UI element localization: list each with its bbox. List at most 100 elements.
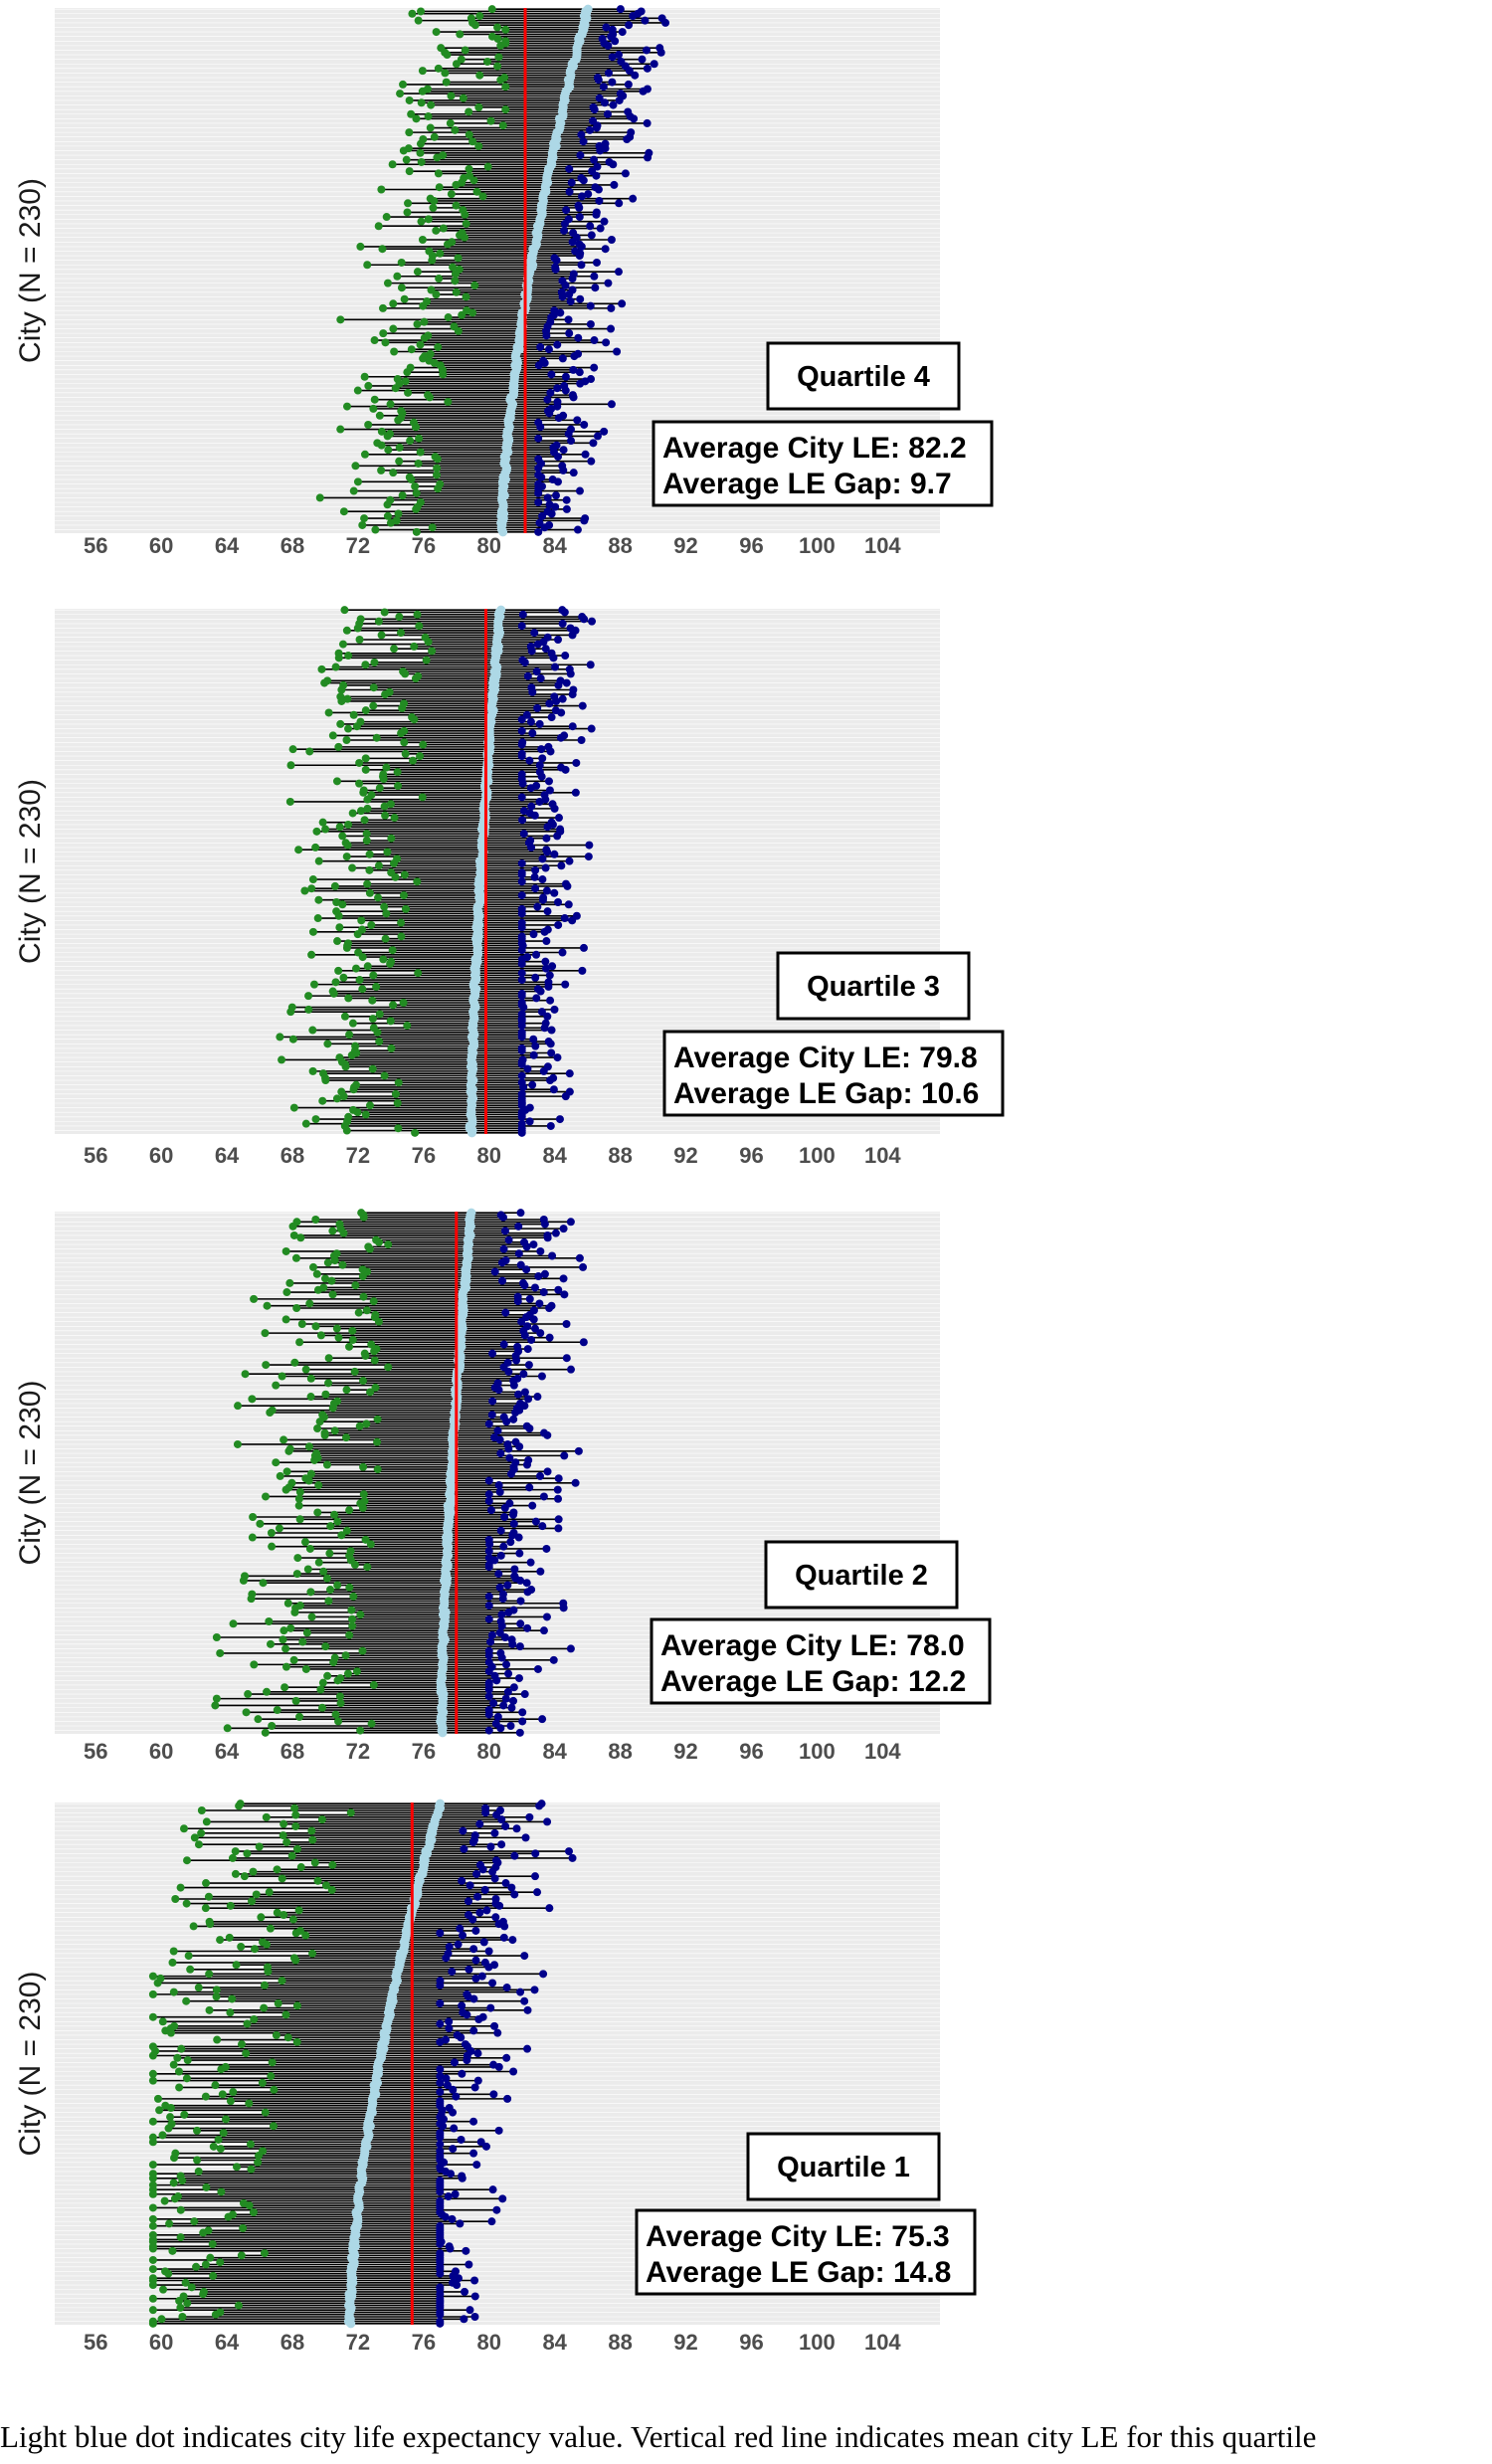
low-le-dot	[379, 303, 388, 312]
high-le-dot	[543, 395, 552, 404]
low-le-dot	[317, 1815, 326, 1824]
high-le-dot	[529, 1240, 538, 1249]
high-le-dot	[574, 333, 583, 342]
x-tick-label: 104	[864, 1739, 901, 1764]
high-le-dot	[565, 1069, 574, 1078]
low-le-dot	[250, 1660, 259, 1669]
low-le-dot	[249, 2208, 258, 2217]
high-le-dot	[618, 28, 627, 37]
low-le-dot	[422, 656, 431, 664]
low-le-dot	[176, 1883, 185, 1892]
high-le-dot	[445, 2104, 454, 2113]
low-le-dot	[241, 1370, 250, 1379]
high-le-dot	[643, 85, 652, 94]
high-le-dot	[503, 1687, 512, 1696]
high-le-dot	[577, 261, 586, 270]
low-le-dot	[189, 1922, 198, 1931]
high-le-dot	[525, 1483, 534, 1492]
low-le-dot	[369, 1297, 378, 1306]
low-le-dot	[311, 1322, 320, 1331]
high-le-dot	[539, 1215, 548, 1224]
high-le-dot	[509, 1696, 518, 1705]
low-le-dot	[228, 2210, 237, 2219]
high-le-dot	[496, 1551, 505, 1560]
high-le-dot	[519, 830, 528, 839]
high-le-dot	[458, 2069, 466, 2078]
high-le-dot	[496, 1449, 505, 1458]
low-le-dot	[400, 870, 409, 879]
stats-box	[650, 1617, 992, 1705]
high-le-dot	[470, 2313, 479, 2322]
high-le-dot	[484, 1554, 493, 1563]
low-le-dot	[397, 407, 406, 416]
high-le-dot	[525, 1117, 534, 1126]
low-le-dot	[428, 647, 437, 656]
low-le-dot	[291, 1821, 300, 1830]
low-le-dot	[401, 904, 410, 913]
high-le-dot	[484, 1947, 493, 1956]
high-le-dot	[539, 1970, 548, 1979]
low-le-dot	[342, 402, 351, 411]
low-le-dot	[369, 404, 378, 413]
low-le-dot	[279, 1831, 287, 1840]
high-le-dot	[495, 1628, 504, 1637]
high-le-dot	[436, 2249, 445, 2258]
low-le-dot	[294, 846, 303, 854]
high-le-dot	[566, 1218, 575, 1227]
high-le-dot	[566, 624, 575, 633]
high-le-dot	[527, 683, 536, 692]
low-le-dot	[301, 1664, 310, 1673]
low-le-dot	[268, 1722, 277, 1731]
high-le-dot	[513, 1374, 522, 1383]
low-le-dot	[173, 2192, 182, 2201]
low-le-dot	[155, 2106, 164, 2115]
low-le-dot	[285, 1444, 294, 1453]
high-le-dot	[554, 1515, 563, 1524]
low-le-dot	[250, 2014, 259, 2023]
low-le-dot	[413, 610, 422, 619]
high-le-dot	[542, 1544, 551, 1553]
high-le-dot	[436, 2177, 445, 2185]
x-tick-label: 80	[477, 1143, 501, 1168]
low-le-dot	[268, 1542, 277, 1551]
high-le-dot	[459, 1931, 467, 1940]
x-tick-label: 104	[864, 1143, 901, 1168]
high-le-dot	[471, 1956, 480, 1965]
low-le-dot	[391, 1089, 400, 1098]
high-le-dot	[509, 1683, 518, 1692]
low-le-dot	[190, 1833, 199, 1842]
low-le-dot	[262, 1492, 271, 1501]
low-le-dot	[345, 1342, 354, 1351]
low-le-dot	[291, 1810, 300, 1819]
high-le-dot	[486, 1842, 495, 1851]
low-le-dot	[306, 1374, 315, 1383]
low-le-dot	[343, 694, 352, 703]
low-le-dot	[332, 1324, 341, 1333]
low-le-dot	[414, 671, 423, 680]
low-le-dot	[281, 1246, 290, 1255]
high-le-dot	[542, 937, 551, 946]
high-le-dot	[525, 1294, 534, 1303]
low-le-dot	[358, 1646, 367, 1655]
low-le-dot	[199, 2287, 208, 2296]
low-le-dot	[161, 2267, 170, 2276]
high-le-dot	[526, 837, 535, 846]
high-le-dot	[531, 1517, 540, 1526]
low-le-dot	[324, 1597, 333, 1606]
high-le-dot	[506, 1722, 515, 1731]
high-le-dot	[542, 834, 551, 843]
low-le-dot	[321, 1390, 330, 1399]
low-le-dot	[276, 1471, 284, 1480]
low-le-dot	[396, 90, 405, 98]
low-le-dot	[169, 1988, 178, 1996]
low-le-dot	[413, 268, 422, 277]
low-le-dot	[292, 2037, 301, 2046]
low-le-dot	[231, 1869, 240, 1878]
low-le-dot	[340, 1012, 349, 1021]
low-le-dot	[242, 2049, 251, 2058]
low-le-dot	[201, 1904, 210, 1913]
low-le-dot	[357, 1209, 366, 1218]
y-axis-title: City (N = 230)	[14, 779, 47, 964]
high-le-dot	[567, 437, 576, 446]
low-le-dot	[345, 1583, 354, 1592]
